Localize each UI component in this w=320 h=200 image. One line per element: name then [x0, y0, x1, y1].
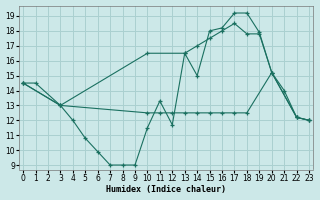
- X-axis label: Humidex (Indice chaleur): Humidex (Indice chaleur): [106, 185, 226, 194]
